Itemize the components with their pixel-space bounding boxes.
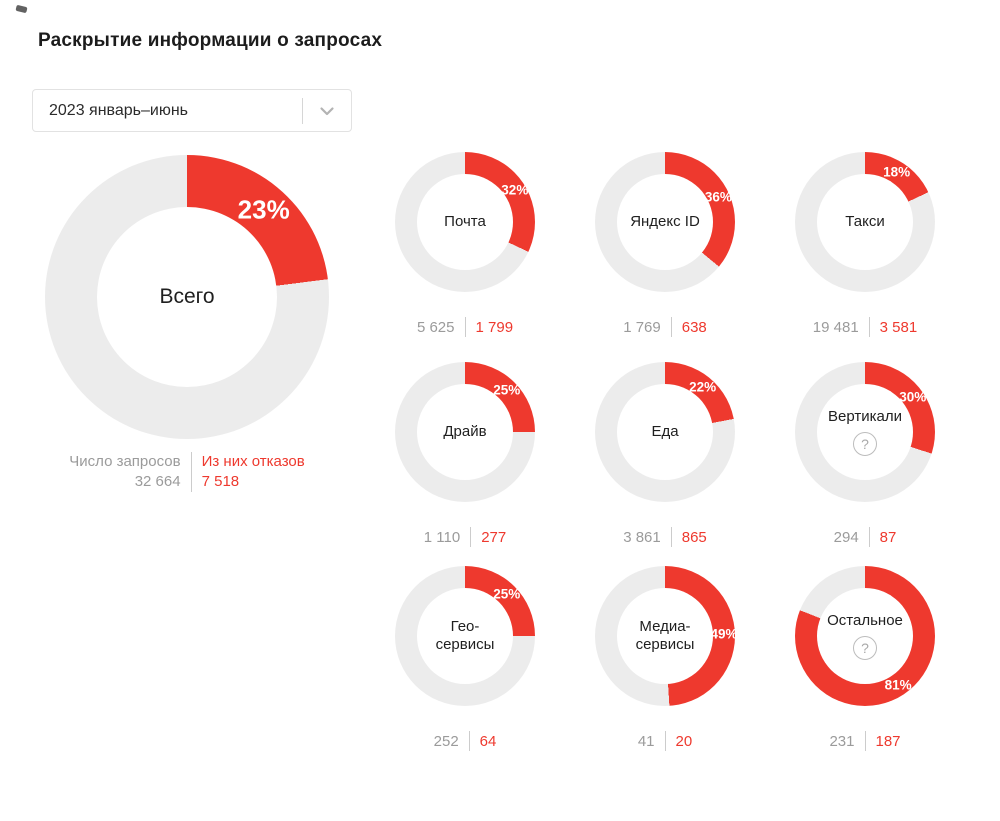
requests-count: 3 861 bbox=[623, 528, 661, 546]
donut-percent-label: 49% bbox=[710, 626, 738, 642]
donut-ring: Драйв 25% bbox=[395, 362, 535, 502]
refusals-label: Из них отказов bbox=[201, 453, 305, 470]
donut-chart-media-services: Медиа-сервисы 49% 41 20 bbox=[595, 566, 738, 751]
donut-chart-food: Еда 22% 3 861 865 bbox=[595, 362, 735, 547]
donut-chart-verticals: Вертикали ? 30% 294 87 bbox=[795, 362, 935, 547]
donut-hole bbox=[617, 588, 713, 684]
stats-divider bbox=[868, 527, 870, 547]
donut-chart-drive: Драйв 25% 1 110 277 bbox=[395, 362, 535, 547]
donut-percent-label: 81% bbox=[884, 677, 912, 693]
requests-count: 1 110 bbox=[423, 528, 461, 546]
donut-hole bbox=[817, 588, 913, 684]
refusals-count: 20 bbox=[675, 732, 693, 750]
requests-count: 1 769 bbox=[623, 318, 661, 336]
donut-ring: Остальное ? 81% bbox=[795, 566, 935, 706]
stats-divider bbox=[670, 527, 672, 547]
donut-percent-label: 30% bbox=[899, 389, 927, 405]
donut-stats: Число запросов 32 664 Из них отказов 7 518 bbox=[45, 452, 329, 492]
donut-ring: Почта 32% bbox=[395, 152, 535, 292]
donut-hole bbox=[97, 207, 277, 387]
donut-hole bbox=[417, 384, 513, 480]
donut-percent-label: 22% bbox=[689, 379, 717, 395]
refusals-count: 277 bbox=[481, 528, 507, 546]
requests-count: 32 664 bbox=[134, 473, 181, 490]
requests-count: 231 bbox=[829, 732, 855, 750]
chevron-down-icon bbox=[303, 105, 351, 117]
donut-stats: 231 187 bbox=[795, 731, 935, 751]
donut-percent-label: 36% bbox=[704, 189, 732, 205]
donut-chart-mail: Почта 32% 5 625 1 799 bbox=[395, 152, 535, 337]
donut-hole bbox=[817, 174, 913, 270]
refusals-count: 1 799 bbox=[475, 318, 514, 336]
requests-count: 294 bbox=[833, 528, 859, 546]
help-icon[interactable]: ? bbox=[853, 432, 877, 457]
donut-chart-other: Остальное ? 81% 231 187 bbox=[795, 566, 935, 751]
donut-ring: Такси 18% bbox=[795, 152, 935, 292]
donut-ring: Вертикали ? 30% bbox=[795, 362, 935, 502]
donut-ring: Еда 22% bbox=[595, 362, 735, 502]
stats-divider bbox=[470, 527, 472, 547]
donut-chart-taxi: Такси 18% 19 481 3 581 bbox=[795, 152, 935, 337]
donut-chart-geo-services: Гео-сервисы 25% 252 64 bbox=[395, 566, 535, 751]
donut-percent-label: 23% bbox=[237, 194, 290, 225]
refusals-count: 865 bbox=[681, 528, 707, 546]
donut-stats: 19 481 3 581 bbox=[795, 317, 935, 337]
refusals-count: 187 bbox=[875, 732, 901, 750]
donut-hole bbox=[417, 174, 513, 270]
stats-divider bbox=[864, 731, 866, 751]
donut-ring: Всего 23% bbox=[45, 155, 329, 439]
donut-percent-label: 32% bbox=[501, 182, 529, 198]
stats-divider bbox=[190, 452, 192, 492]
donut-stats: 41 20 bbox=[595, 731, 735, 751]
period-select-value: 2023 январь–июнь bbox=[49, 101, 188, 119]
donut-stats: 3 861 865 bbox=[595, 527, 735, 547]
requests-count: 19 481 bbox=[812, 318, 859, 336]
refusals-count: 87 bbox=[879, 528, 897, 546]
refusals-count: 7 518 bbox=[201, 473, 240, 490]
donut-hole bbox=[417, 588, 513, 684]
requests-block: Число запросов 32 664 bbox=[69, 452, 180, 492]
donut-chart-yandex-id: Яндекс ID 36% 1 769 638 bbox=[595, 152, 735, 337]
requests-count: 41 bbox=[637, 732, 655, 750]
refusals-block: Из них отказов 7 518 bbox=[202, 452, 305, 492]
period-select[interactable]: 2023 январь–июнь bbox=[32, 89, 352, 132]
stats-divider bbox=[670, 317, 672, 337]
refusals-count: 3 581 bbox=[879, 318, 918, 336]
donut-ring: Яндекс ID 36% bbox=[595, 152, 735, 292]
page-title: Раскрытие информации о запросах bbox=[38, 30, 383, 51]
donut-hole bbox=[817, 384, 913, 480]
stats-divider bbox=[664, 731, 666, 751]
donut-stats: 1 769 638 bbox=[595, 317, 735, 337]
help-icon[interactable]: ? bbox=[853, 636, 877, 661]
refusals-count: 64 bbox=[479, 732, 497, 750]
donut-chart-total: Всего 23% Число запросов 32 664 Из них отк… bbox=[45, 155, 329, 492]
donut-percent-label: 25% bbox=[493, 586, 521, 602]
requests-label: Число запросов bbox=[69, 453, 181, 470]
refusals-count: 638 bbox=[681, 318, 707, 336]
donut-stats: 294 87 bbox=[795, 527, 935, 547]
stats-divider bbox=[468, 731, 470, 751]
select-divider bbox=[302, 97, 303, 124]
donut-ring: Медиа-сервисы 49% bbox=[595, 566, 738, 706]
requests-count: 252 bbox=[433, 732, 459, 750]
donut-stats: 1 110 277 bbox=[395, 527, 535, 547]
stats-divider bbox=[868, 317, 870, 337]
donut-percent-label: 18% bbox=[883, 164, 911, 180]
donut-stats: 5 625 1 799 bbox=[395, 317, 535, 337]
stats-divider bbox=[464, 317, 466, 337]
donut-hole bbox=[617, 384, 713, 480]
donut-stats: 252 64 bbox=[395, 731, 535, 751]
donut-percent-label: 25% bbox=[493, 382, 521, 398]
donut-hole bbox=[617, 174, 713, 270]
donut-ring: Гео-сервисы 25% bbox=[395, 566, 535, 706]
requests-count: 5 625 bbox=[416, 318, 455, 336]
